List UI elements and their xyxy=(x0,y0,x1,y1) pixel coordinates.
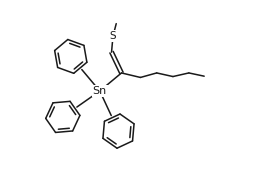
Text: S: S xyxy=(110,31,116,41)
Text: Sn: Sn xyxy=(93,86,107,96)
